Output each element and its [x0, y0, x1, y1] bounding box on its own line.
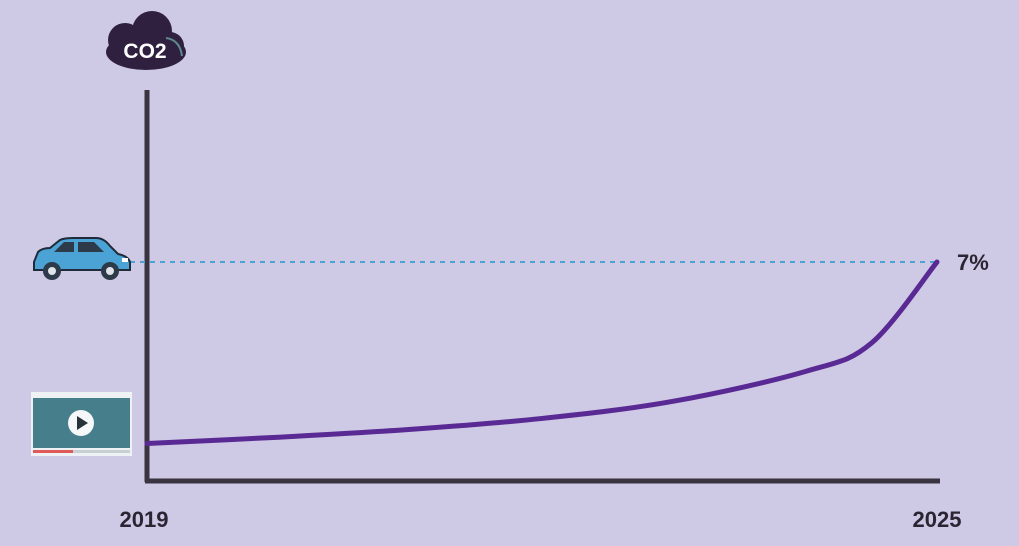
x-tick-label-start: 2019: [120, 507, 169, 532]
y-axis-title: CO2: [123, 40, 166, 63]
video-player-icon: [31, 392, 132, 456]
series-line: [144, 259, 940, 446]
x-tick-label-end: 2025: [913, 507, 962, 532]
car-icon: [33, 237, 131, 280]
reference-value-label: 7%: [957, 250, 989, 275]
co2-cloud-icon: CO2: [106, 11, 186, 70]
